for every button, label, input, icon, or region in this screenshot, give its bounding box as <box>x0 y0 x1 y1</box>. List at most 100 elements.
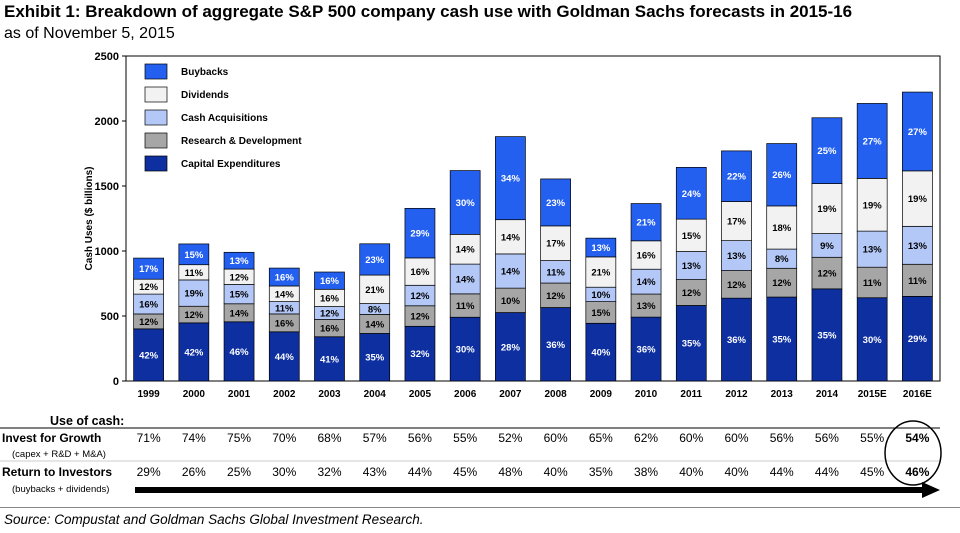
x-tick-label: 2006 <box>454 389 477 400</box>
data-label: 12% <box>230 272 250 283</box>
x-tick-label: 1999 <box>137 389 160 400</box>
row-label-invest: Invest for Growth <box>2 431 102 445</box>
table-cell: 26% <box>181 465 206 479</box>
legend-swatch <box>144 132 168 149</box>
data-label: 41% <box>320 354 340 365</box>
table-cell: 55% <box>453 431 478 445</box>
legend-swatch <box>144 155 168 172</box>
legend-swatch <box>144 86 168 103</box>
data-label: 32% <box>410 349 430 360</box>
data-label: 14% <box>637 277 657 288</box>
data-label: 13% <box>863 245 883 256</box>
x-tick-label: 2011 <box>680 389 702 400</box>
data-label: 13% <box>682 261 702 272</box>
bar-segment <box>585 237 617 258</box>
data-label: 12% <box>817 269 837 280</box>
data-label: 11% <box>908 276 927 287</box>
y-tick-label: 2500 <box>95 51 119 63</box>
table-cell: 48% <box>498 465 523 479</box>
x-tick-label: 2004 <box>364 389 387 400</box>
x-tick-label: 2014 <box>816 389 839 400</box>
table-cell: 45% <box>860 465 885 479</box>
data-label: 11% <box>456 301 475 312</box>
table-cell: 62% <box>634 431 659 445</box>
table-cell: 25% <box>227 465 252 479</box>
data-label: 46% <box>230 347 250 358</box>
data-label: 21% <box>365 285 385 296</box>
divider <box>0 507 960 508</box>
table-cell: 40% <box>543 465 568 479</box>
table-cell: 52% <box>498 431 523 445</box>
table-cell: 46% <box>905 465 930 479</box>
data-label: 18% <box>772 223 792 234</box>
x-tick-label: 2009 <box>590 389 613 400</box>
data-label: 15% <box>230 290 250 301</box>
y-tick-label: 0 <box>113 376 119 388</box>
table-cell: 32% <box>317 465 342 479</box>
legend-label: Dividends <box>181 90 229 101</box>
legend-swatch <box>144 109 168 126</box>
bar-segment <box>721 270 752 299</box>
table-cell: 40% <box>724 465 749 479</box>
table-cell: 68% <box>317 431 342 445</box>
data-label: 13% <box>591 243 611 254</box>
data-label: 30% <box>456 345 476 356</box>
bar-segment <box>766 296 798 382</box>
bar-segment <box>675 167 707 220</box>
data-label: 15% <box>184 250 204 261</box>
data-label: 10% <box>591 290 611 301</box>
bar-segment <box>540 307 571 382</box>
data-label: 28% <box>501 342 521 353</box>
x-tick-label: 2007 <box>499 389 522 400</box>
x-tick-label: 2013 <box>771 389 794 400</box>
table-cell: 44% <box>814 465 839 479</box>
data-label: 11% <box>185 268 204 279</box>
data-label: 23% <box>546 198 566 209</box>
data-label: 14% <box>230 308 250 319</box>
data-label: 14% <box>365 319 385 330</box>
bar-segment <box>268 267 300 287</box>
bar-segment <box>721 150 752 202</box>
table-cell: 30% <box>272 465 297 479</box>
table-cell: 43% <box>362 465 387 479</box>
bar-segment <box>359 243 391 276</box>
plot-frame <box>125 55 941 382</box>
bar-segment <box>314 336 345 382</box>
bar-segment <box>766 205 798 250</box>
data-label: 29% <box>410 229 430 240</box>
data-label: 11% <box>275 303 294 314</box>
data-label: 12% <box>139 282 159 293</box>
x-tick-label: 2015E <box>858 389 887 400</box>
data-label: 14% <box>456 245 476 256</box>
data-label: 17% <box>139 264 159 275</box>
bar-segment <box>585 256 617 288</box>
bar-segment <box>811 117 843 184</box>
data-label: 15% <box>591 308 611 319</box>
data-label: 27% <box>908 127 928 138</box>
data-label: 35% <box>817 330 837 341</box>
data-label: 9% <box>820 241 834 252</box>
data-label: 12% <box>727 280 747 291</box>
bar-segment <box>495 287 526 313</box>
data-label: 13% <box>637 301 657 312</box>
data-label: 35% <box>772 335 792 346</box>
bar-segment <box>902 91 933 172</box>
bar-segment <box>540 225 571 261</box>
bar-segment <box>178 279 210 307</box>
bar-segment <box>359 333 391 382</box>
bar-segment <box>133 257 164 280</box>
bar-segment <box>721 201 752 241</box>
x-tick-label: 2003 <box>318 389 341 400</box>
bar-segment <box>404 207 436 259</box>
y-axis-label: Cash Uses ($ billions) <box>84 167 95 271</box>
bar-segment <box>675 279 707 306</box>
data-label: 12% <box>682 288 702 299</box>
data-label: 13% <box>230 256 250 267</box>
table-cell: 35% <box>588 465 613 479</box>
bar-segment <box>449 316 481 382</box>
table-cell: 60% <box>724 431 749 445</box>
data-label: 30% <box>863 335 883 346</box>
bar-segment <box>811 183 843 234</box>
bar-segment <box>449 233 481 265</box>
